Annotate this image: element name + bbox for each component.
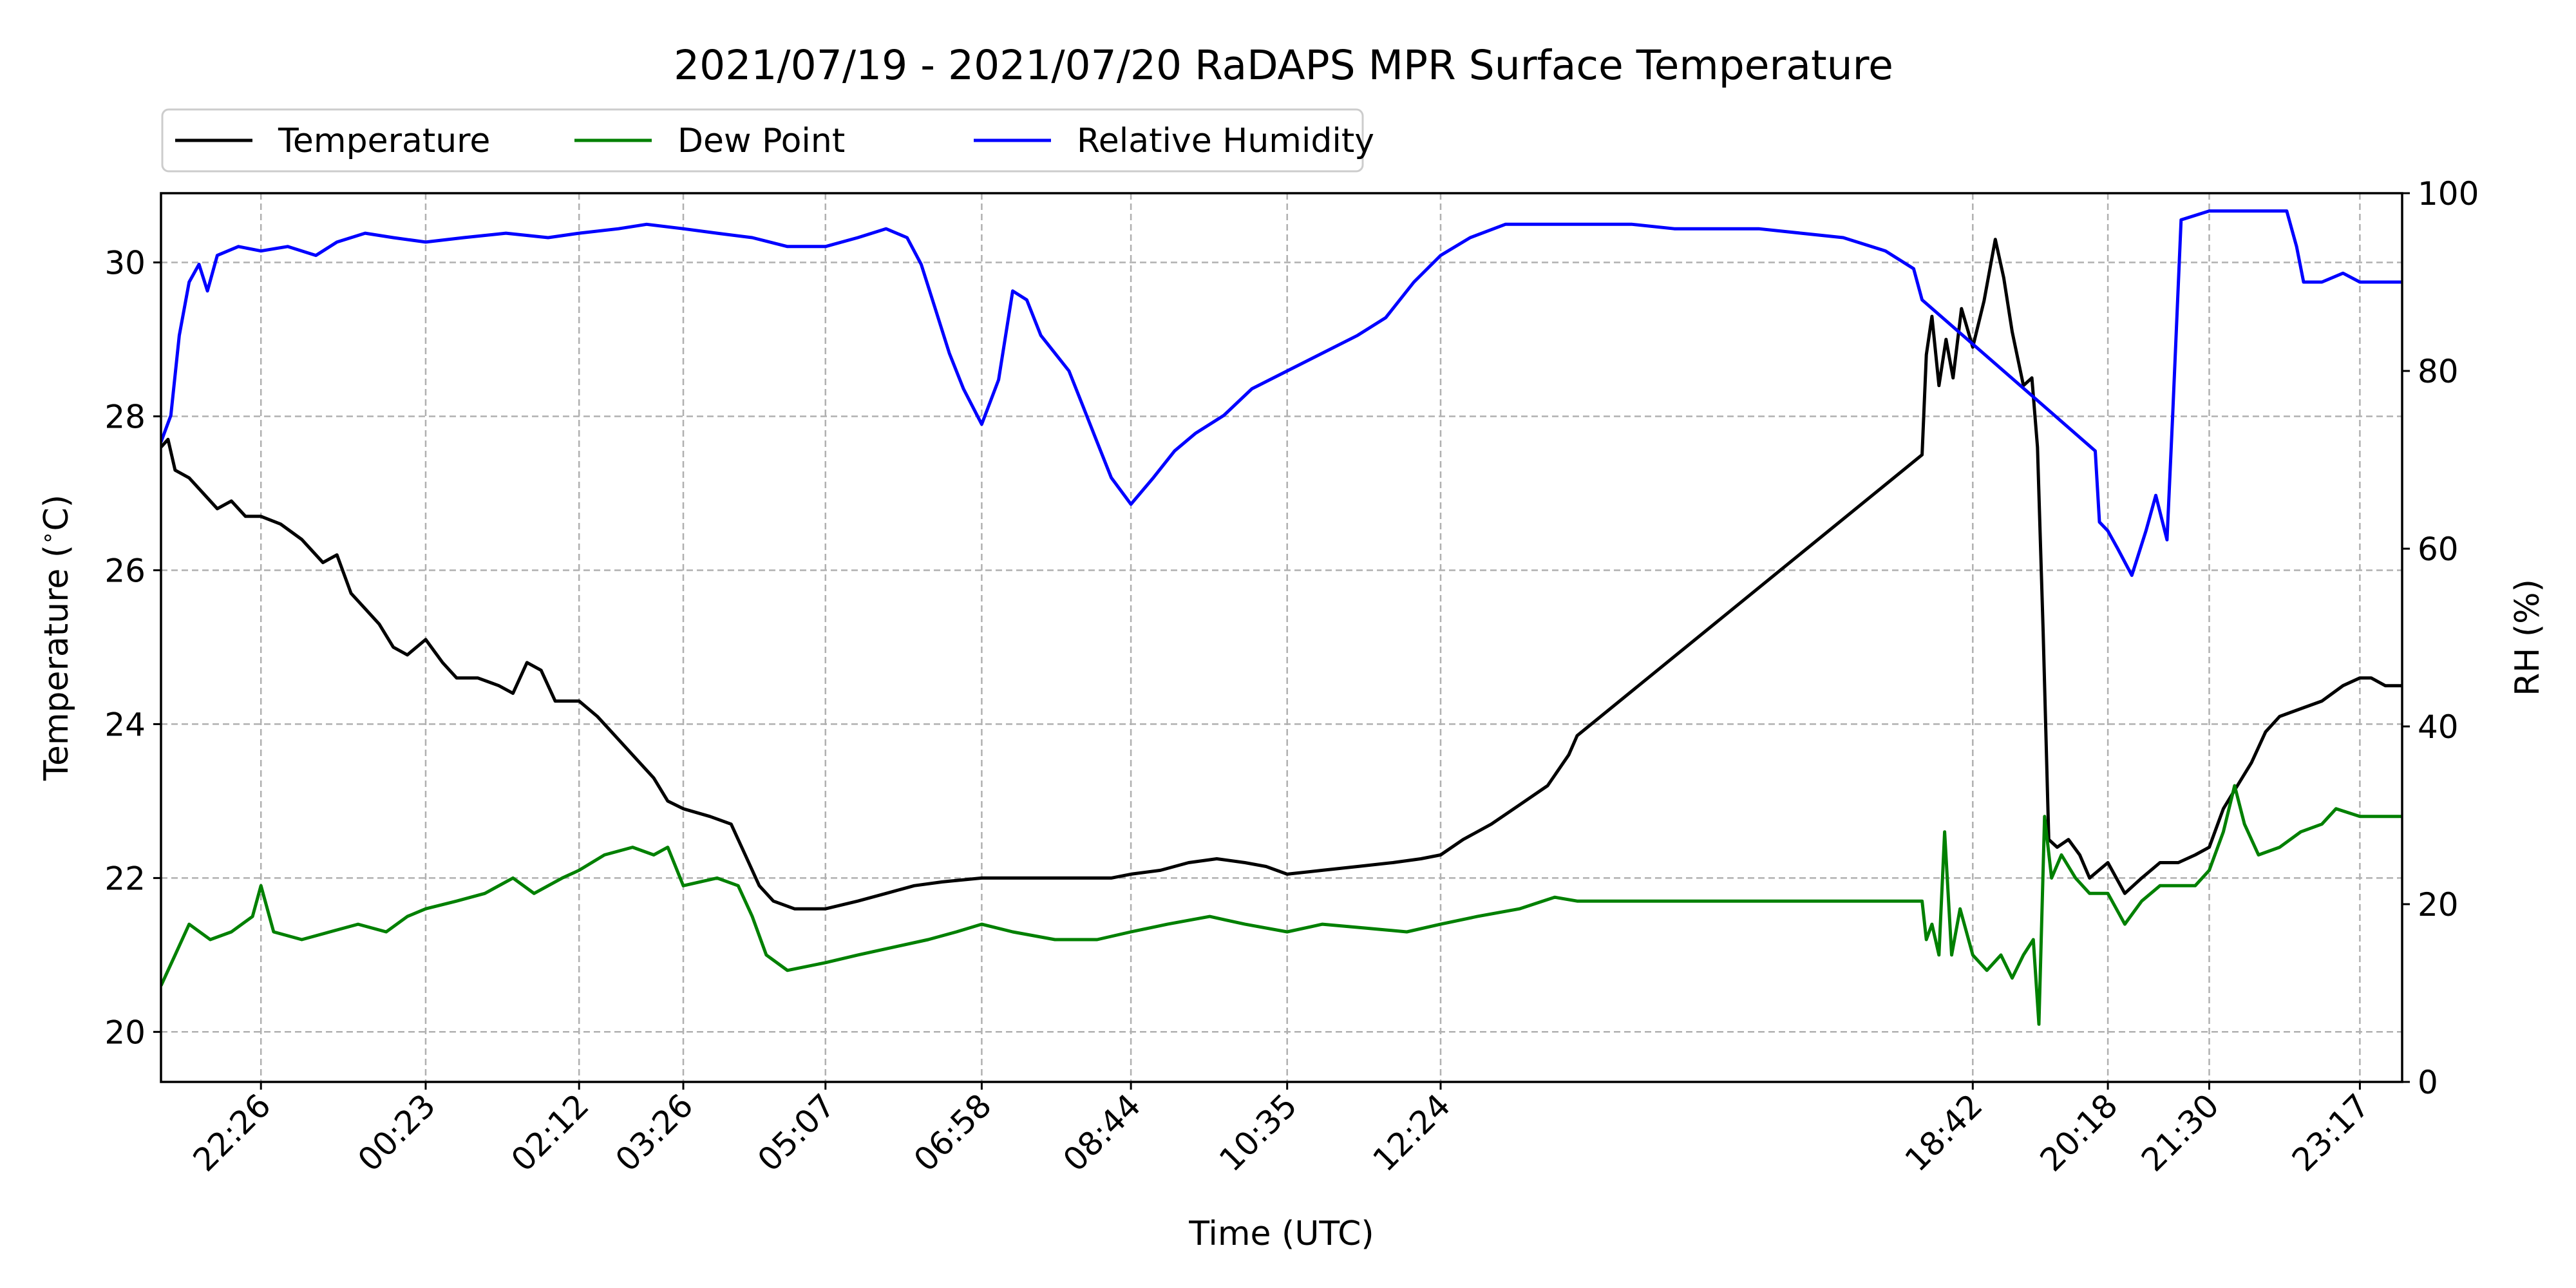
x-tick-label: 22:26 [186, 1086, 278, 1179]
x-tick-label: 05:07 [750, 1086, 842, 1179]
legend-label-temperature: Temperature [278, 122, 490, 160]
y-axis-title-unit: C) [37, 495, 76, 531]
x-tick-label: 00:23 [351, 1086, 443, 1179]
legend-label-relative-humidity: Relative Humidity [1077, 122, 1374, 160]
plot-frame [160, 192, 2403, 1083]
y2-tick-label: 0 [2418, 1064, 2438, 1101]
series-line-dew-point [161, 784, 2402, 1026]
x-tick-label: 02:12 [504, 1086, 596, 1179]
y-tick-label: 22 [104, 860, 146, 897]
legend-label-dew-point: Dew Point [677, 122, 845, 160]
y-tick-label: 28 [104, 399, 146, 436]
x-tick-label: 08:44 [1056, 1086, 1148, 1179]
series-line-temperature [161, 238, 2402, 911]
y-axis-title-degree: ∘ [35, 531, 61, 545]
x-tick-label: 03:26 [609, 1086, 701, 1179]
y-tick-label: 24 [104, 706, 146, 743]
legend-frame [161, 108, 1364, 173]
y-tick-label: 30 [104, 245, 146, 282]
chart-title: 2021/07/19 - 2021/07/20 RaDAPS MPR Surfa… [674, 42, 1893, 89]
x-tick-label: 18:42 [1898, 1086, 1990, 1179]
y2-tick-label: 80 [2418, 353, 2459, 390]
y-tick-label: 20 [104, 1014, 146, 1051]
plot-lines [161, 209, 2402, 1026]
series-line-relative-humidity [161, 209, 2402, 577]
x-tick-label: 10:35 [1212, 1086, 1304, 1179]
legend: Temperature Dew Point Relative Humidity [161, 108, 1374, 173]
x-axis-title: Time (UTC) [1188, 1215, 1374, 1253]
x-tick-label: 23:17 [2285, 1086, 2377, 1179]
y2-tick-label: 40 [2418, 708, 2459, 746]
gridlines [161, 193, 2402, 1082]
x-tick-label: 21:30 [2134, 1086, 2226, 1179]
y-axis-title-text: Temperature ( [37, 545, 76, 781]
y2-tick-label: 100 [2418, 175, 2479, 213]
y-tick-label: 26 [104, 553, 146, 590]
y2-tick-label: 20 [2418, 886, 2459, 923]
y2-axis-title: RH (%) [2508, 579, 2547, 696]
y2-tick-label: 60 [2418, 531, 2459, 568]
x-tick-label: 20:18 [2033, 1086, 2125, 1179]
x-tick-label: 06:58 [907, 1086, 999, 1179]
y-axis-title: Temperature (∘C) [35, 495, 76, 781]
x-tick-label: 12:24 [1366, 1086, 1458, 1179]
